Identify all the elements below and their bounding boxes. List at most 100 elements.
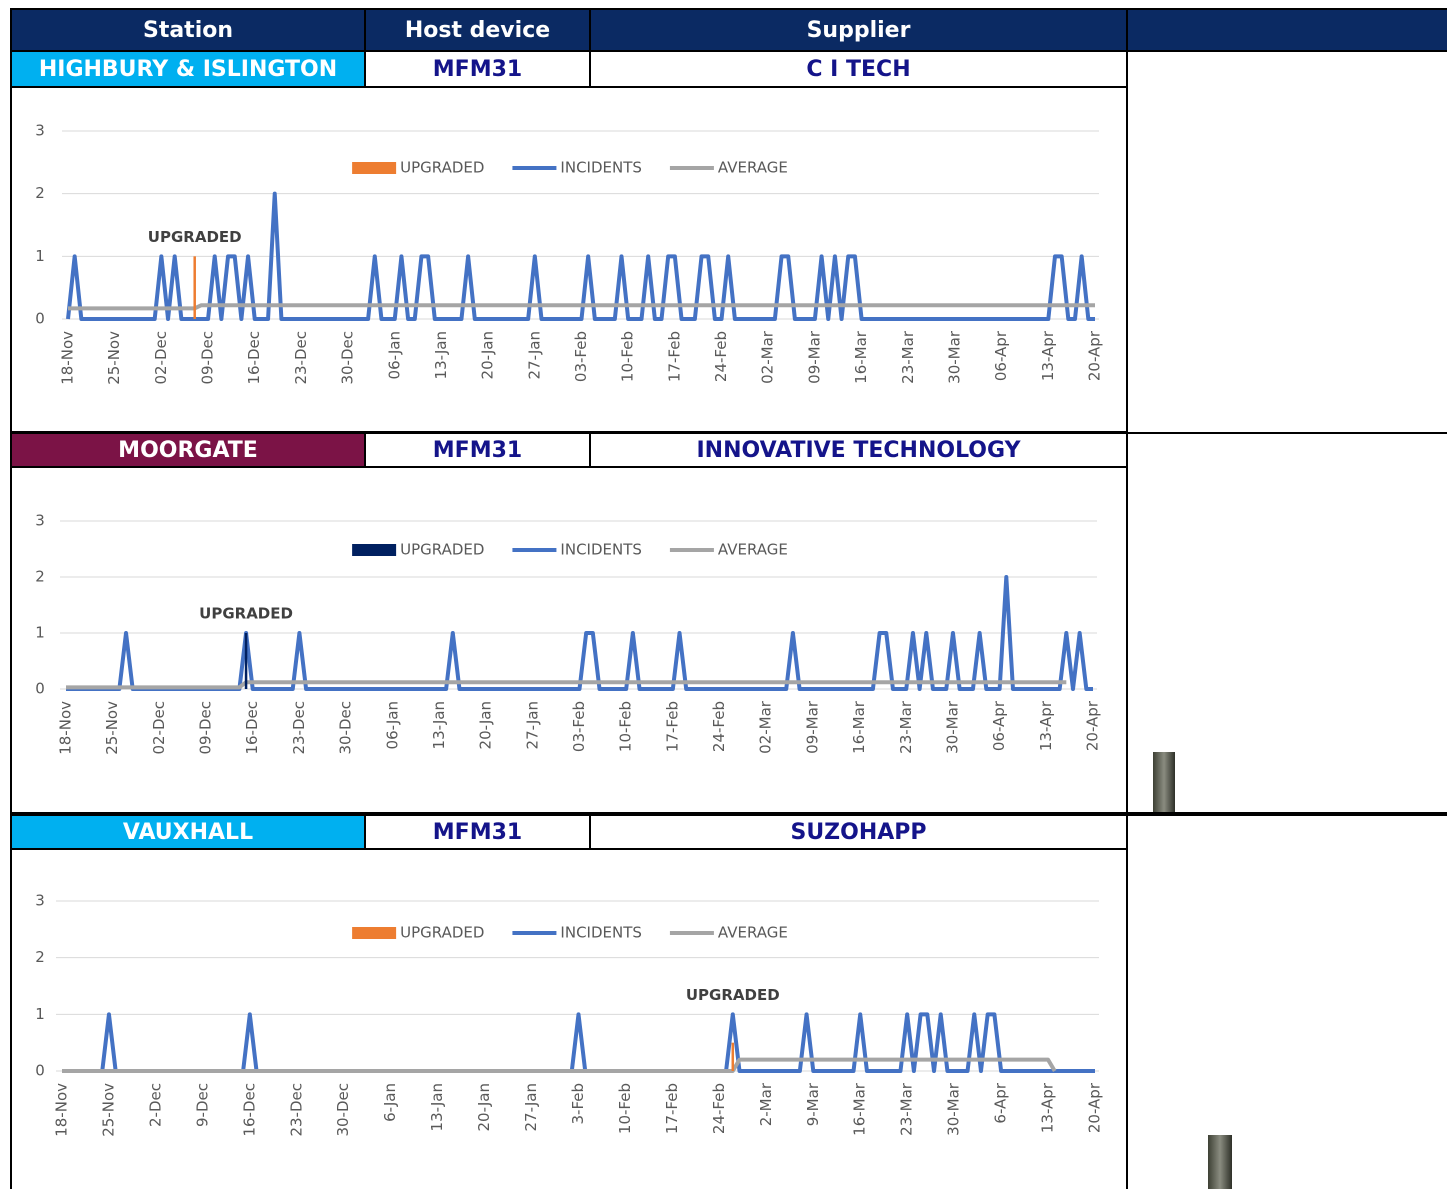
photo-fragment [1153, 752, 1175, 812]
x-tick-label: 09-Mar [803, 700, 821, 754]
legend-swatch [352, 927, 396, 939]
x-tick-label: 10-Feb [616, 1083, 634, 1134]
x-tick-label: 16-Dec [240, 1083, 258, 1137]
series-line [66, 682, 1066, 687]
side-cell [1128, 52, 1447, 432]
x-tick-label: 27-Jan [522, 1083, 540, 1131]
host-cell: MFM31 [366, 434, 589, 466]
x-tick-label: 27-Jan [523, 701, 541, 749]
y-tick-label: 3 [35, 512, 45, 530]
x-tick-label: 18-Nov [53, 1083, 71, 1137]
x-tick-label: 24-Feb [710, 701, 728, 752]
annotation: UPGRADED [148, 228, 242, 246]
host-cell: MFM31 [366, 816, 589, 848]
x-tick-label: 02-Mar [759, 330, 777, 384]
y-tick-label: 2 [35, 948, 45, 966]
x-tick-label: 13-Apr [1039, 1082, 1057, 1133]
x-tick-label: 16-Dec [245, 331, 263, 385]
x-tick-label: 17-Feb [665, 331, 683, 382]
x-tick-label: 09-Dec [199, 331, 217, 385]
x-tick-label: 03-Feb [570, 701, 588, 752]
annotation: UPGRADED [199, 605, 293, 623]
x-tick-label: 30-Mar [945, 330, 963, 384]
x-tick-label: 20-Jan [477, 701, 495, 749]
supplier-cell: SUZOHAPP [591, 816, 1126, 848]
side-cell [1128, 816, 1447, 1189]
column-header: Host device [366, 10, 589, 50]
x-tick-label: 25-Nov [99, 1083, 117, 1137]
legend-label: AVERAGE [718, 541, 788, 559]
x-tick-label: 30-Mar [943, 700, 961, 754]
x-tick-label: 06-Apr [990, 700, 1008, 751]
host-cell: MFM31 [366, 52, 589, 86]
x-tick-label: 20-Jan [479, 331, 497, 379]
x-tick-label: 6-Jan [381, 1083, 399, 1122]
x-tick-label: 2-Dec [146, 1083, 164, 1127]
x-tick-label: 13-Jan [430, 701, 448, 749]
x-tick-label: 23-Mar [899, 330, 917, 384]
legend-swatch [352, 162, 396, 174]
x-tick-label: 20-Apr [1086, 1082, 1104, 1133]
legend-swatch [352, 544, 396, 556]
y-tick-label: 1 [35, 1005, 45, 1023]
y-tick-label: 0 [35, 1062, 45, 1080]
x-tick-label: 25-Nov [103, 701, 121, 755]
side-cell [1128, 434, 1447, 812]
x-tick-label: 02-Mar [757, 700, 775, 754]
x-tick-label: 16-Mar [851, 1082, 869, 1136]
x-tick-label: 02-Dec [152, 331, 170, 385]
x-tick-label: 30-Dec [334, 1083, 352, 1137]
station-cell: HIGHBURY & ISLINGTON [12, 52, 364, 86]
legend-label: AVERAGE [718, 924, 788, 942]
legend-label: UPGRADED [400, 924, 484, 942]
legend-label: INCIDENTS [560, 924, 641, 942]
x-tick-label: 2-Mar [757, 1082, 775, 1126]
x-tick-label: 20-Apr [1084, 700, 1102, 751]
x-tick-label: 9-Dec [193, 1083, 211, 1127]
series-line [62, 1060, 1055, 1071]
column-header: Supplier [591, 10, 1126, 50]
chart: 0 1 2 3 18-Nov 25-Nov 2-Dec 9-Dec 16-Dec 23-Dec 30… [12, 850, 1126, 1189]
y-tick-label: 3 [35, 892, 45, 910]
y-tick-label: 0 [35, 680, 45, 698]
photo-fragment [1208, 1135, 1232, 1189]
y-tick-label: 2 [35, 184, 45, 202]
x-tick-label: 18-Nov [57, 701, 75, 755]
x-tick-label: 06-Jan [385, 331, 403, 379]
x-tick-label: 10-Feb [619, 331, 637, 382]
legend-label: INCIDENTS [560, 541, 641, 559]
x-tick-label: 30-Dec [339, 331, 357, 385]
x-tick-label: 13-Jan [428, 1083, 446, 1131]
x-tick-label: 13-Apr [1039, 330, 1057, 381]
y-tick-label: 0 [35, 310, 45, 328]
x-tick-label: 02-Dec [150, 701, 168, 755]
x-tick-label: 03-Feb [572, 331, 590, 382]
x-tick-label: 20-Apr [1086, 330, 1104, 381]
x-tick-label: 17-Feb [663, 701, 681, 752]
x-tick-label: 20-Jan [475, 1083, 493, 1131]
x-tick-label: 13-Apr [1037, 700, 1055, 751]
x-tick-label: 06-Jan [383, 701, 401, 749]
annotation: UPGRADED [686, 986, 780, 1004]
x-tick-label: 23-Dec [290, 701, 308, 755]
y-tick-label: 1 [35, 624, 45, 642]
legend-label: INCIDENTS [560, 159, 641, 177]
supplier-cell: C I TECH [591, 52, 1126, 86]
y-tick-label: 3 [35, 122, 45, 140]
y-tick-label: 2 [35, 568, 45, 586]
x-tick-label: 18-Nov [59, 331, 77, 385]
x-tick-label: 17-Feb [663, 1083, 681, 1134]
legend-label: AVERAGE [718, 159, 788, 177]
x-tick-label: 09-Dec [197, 701, 215, 755]
x-tick-label: 23-Mar [897, 700, 915, 754]
x-tick-label: 9-Mar [804, 1082, 822, 1126]
x-tick-label: 30-Mar [945, 1082, 963, 1136]
station-cell: VAUXHALL [12, 816, 364, 848]
column-header [1128, 10, 1447, 50]
y-tick-label: 1 [35, 247, 45, 265]
x-tick-label: 27-Jan [525, 331, 543, 379]
x-tick-label: 6-Apr [992, 1082, 1010, 1123]
x-tick-label: 23-Dec [287, 1083, 305, 1137]
legend-label: UPGRADED [400, 159, 484, 177]
